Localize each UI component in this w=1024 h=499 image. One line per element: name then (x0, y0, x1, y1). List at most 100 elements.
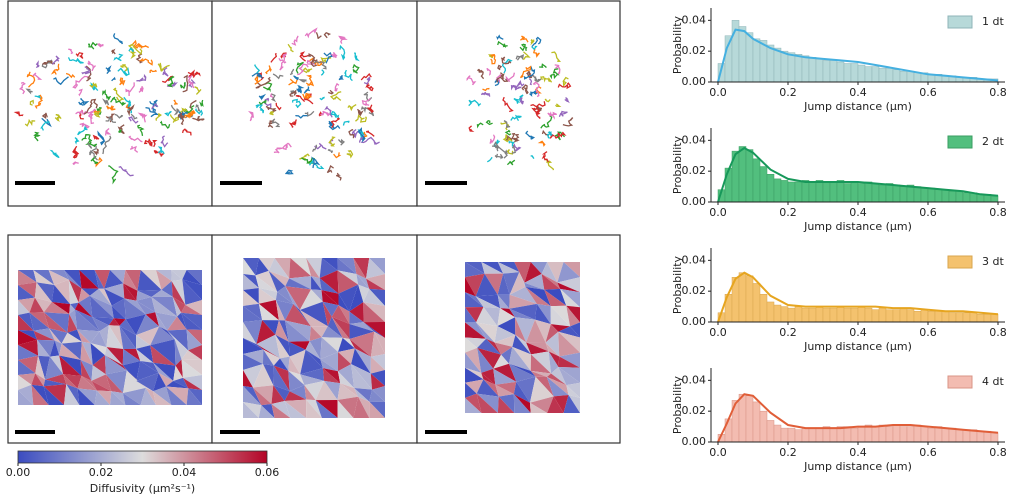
voronoi-cell (255, 275, 278, 292)
voronoi-cell (477, 347, 494, 373)
trajectory (366, 104, 374, 114)
voronoi-cell (288, 370, 305, 392)
voronoi-cell (546, 377, 569, 396)
trajectory (562, 76, 569, 88)
voronoi-cell (153, 362, 174, 381)
bar (766, 420, 775, 443)
voronoi-cell (370, 370, 385, 386)
voronoi-cell (497, 294, 510, 309)
voronoi-cell (77, 329, 91, 344)
voronoi-cell (465, 292, 484, 308)
bar (738, 272, 747, 323)
voronoi-cell (285, 320, 311, 342)
x-tick-label: 0.6 (919, 446, 937, 459)
bar (857, 306, 866, 323)
trajectory (118, 165, 134, 177)
voronoi-cell (150, 345, 176, 366)
voronoi-cell (77, 388, 97, 405)
voronoi-cell (77, 388, 95, 405)
trajectory (486, 67, 492, 76)
voronoi-cell (363, 302, 385, 323)
voronoi-cell (29, 297, 44, 313)
voronoi-cell (104, 347, 123, 366)
x-tick-label: 0.2 (779, 206, 797, 219)
voronoi-cell (119, 325, 137, 350)
bar (878, 307, 887, 323)
trajectory (270, 52, 278, 63)
trajectory (338, 75, 344, 81)
trajectory (149, 69, 158, 74)
trajectory (337, 138, 346, 146)
bar (941, 427, 950, 443)
legend-label: 3 dt (982, 255, 1004, 268)
voronoi-cell (545, 324, 559, 343)
bar (941, 310, 950, 323)
voronoi-cell (366, 274, 385, 290)
y-tick-label: 0.02 (682, 44, 707, 57)
bar (885, 183, 894, 203)
voronoi-cell (354, 348, 371, 374)
voronoi-cell (136, 345, 154, 363)
x-tick-label: 0.4 (849, 446, 867, 459)
colorbar-tick-label: 0.06 (255, 466, 280, 479)
bar (976, 314, 985, 323)
trajectory (88, 108, 97, 125)
voronoi-cell (494, 326, 516, 343)
voronoi-cell (541, 262, 558, 283)
voronoi-cell (275, 334, 290, 357)
voronoi-cell (351, 364, 373, 390)
bar (948, 190, 957, 203)
voronoi-cell (49, 340, 60, 357)
trajectory (477, 68, 485, 80)
voronoi-cell (119, 325, 137, 349)
voronoi-cell (31, 384, 49, 405)
voronoi-cell (49, 355, 64, 375)
voronoi-cell (243, 402, 262, 418)
voronoi-cell (273, 365, 290, 392)
trajectory (497, 40, 508, 48)
x-tick-label: 0.8 (989, 206, 1007, 219)
voronoi-cell (530, 370, 552, 378)
voronoi-cell (136, 372, 159, 392)
voronoi-cell (557, 282, 580, 293)
voronoi-cell (512, 346, 532, 371)
voronoi-cell (465, 307, 484, 323)
bar (892, 69, 901, 83)
trajectory (514, 79, 525, 91)
voronoi-cell (252, 363, 274, 388)
trajectory (306, 59, 317, 65)
trajectory (557, 82, 572, 90)
trajectory (302, 67, 313, 74)
trajectory (489, 134, 496, 144)
trajectory (155, 112, 162, 121)
voronoi-cell (182, 270, 202, 285)
voronoi-cell (92, 317, 114, 326)
voronoi-cell (18, 355, 39, 374)
bar (815, 180, 824, 203)
trajectory (111, 48, 116, 55)
trajectory (315, 32, 322, 39)
voronoi-cell (262, 363, 274, 386)
trajectory (32, 72, 43, 80)
bar (892, 424, 901, 443)
bar (976, 430, 985, 443)
voronoi-cell (38, 355, 50, 380)
voronoi-cell (288, 341, 306, 357)
trajectory (183, 109, 196, 119)
trajectory (540, 115, 553, 129)
voronoi-cell (495, 384, 514, 397)
voronoi-cell (78, 295, 93, 318)
trajectory (128, 108, 133, 114)
voronoi-cell (535, 303, 551, 325)
bar (990, 314, 999, 323)
trajectory (347, 104, 357, 112)
voronoi-cell (37, 339, 55, 357)
trajectory (302, 92, 312, 100)
x-tick-label: 0.8 (989, 86, 1007, 99)
panel-frame (211, 0, 418, 207)
bar (745, 149, 754, 203)
voronoi-cell (476, 322, 495, 343)
bar (808, 57, 817, 83)
voronoi-cell (493, 368, 517, 385)
voronoi-cell (311, 276, 322, 291)
